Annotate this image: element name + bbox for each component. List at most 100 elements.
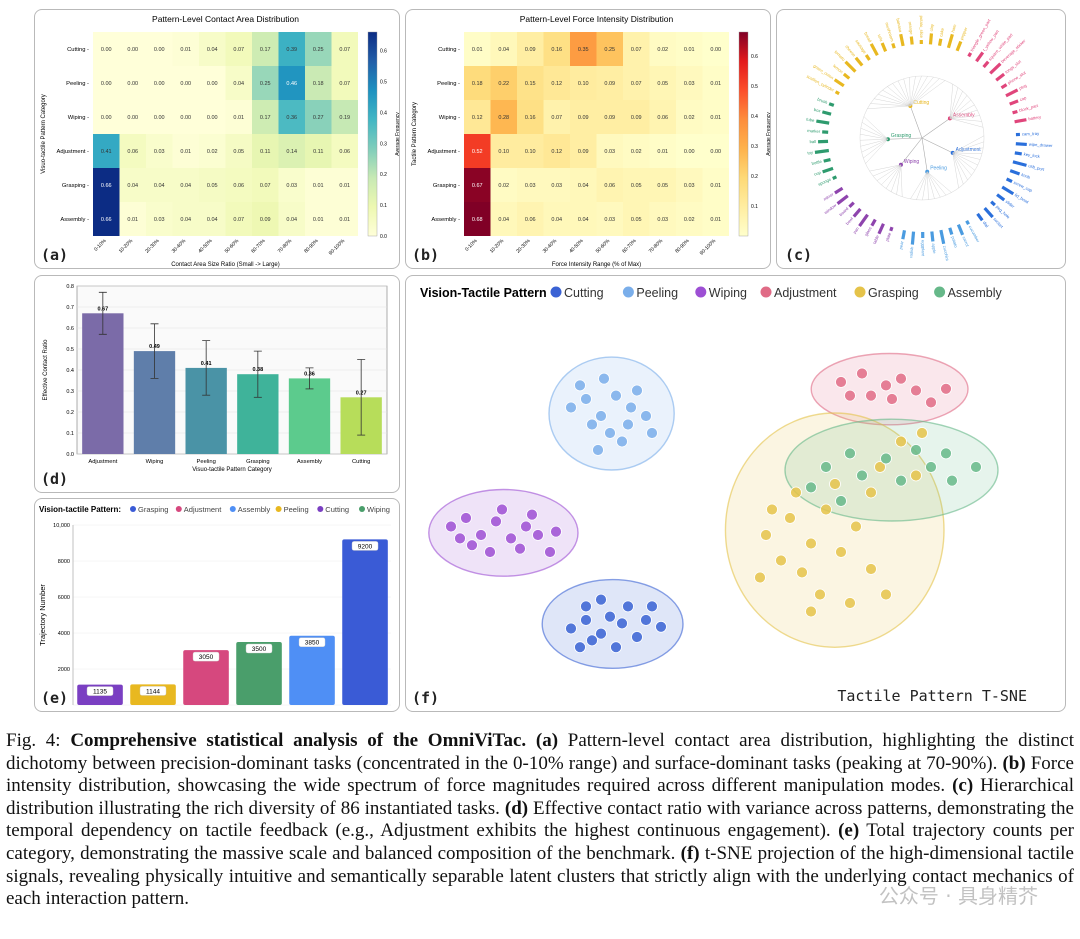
tree-branch bbox=[910, 105, 923, 139]
heatmap-cell bbox=[702, 32, 729, 66]
tree-leaf-bar bbox=[948, 227, 954, 235]
tree-link bbox=[861, 122, 889, 140]
tree-link bbox=[900, 164, 903, 197]
scatter-point-grasping bbox=[754, 571, 766, 584]
heatmap-cell-label: 0.04 bbox=[154, 183, 165, 189]
heatmap-cell bbox=[490, 100, 517, 134]
heatmap-cell bbox=[570, 100, 597, 134]
heatmap-cell-label: 0.25 bbox=[313, 47, 324, 53]
heatmap-cell bbox=[172, 168, 199, 202]
scatter-point-cutting bbox=[616, 617, 628, 630]
tree-leaf-label: box bbox=[813, 107, 822, 114]
panel-label-f: (f) bbox=[410, 689, 442, 707]
tree-leaf-bar bbox=[928, 33, 934, 45]
y-tick-label: 2000 bbox=[58, 667, 70, 673]
tree-link bbox=[952, 152, 964, 185]
heatmap-col-label: 60-70% bbox=[250, 238, 267, 255]
tree-leaf-label: apple bbox=[931, 243, 937, 254]
watermark-logo: 公众号 · 具身精芥 bbox=[878, 884, 1038, 908]
tree-link bbox=[927, 171, 947, 196]
scatter-point-assembly bbox=[946, 474, 958, 487]
heatmap-cell bbox=[517, 202, 544, 236]
caption-label-d: (d) bbox=[504, 797, 529, 819]
heatmap-cell bbox=[623, 168, 650, 202]
heatmap-cell-label: 0.12 bbox=[551, 149, 562, 155]
tree-branch bbox=[921, 118, 951, 139]
tree-leaf-label: banana bbox=[895, 18, 903, 33]
heatmap-cell-label: 0.06 bbox=[657, 115, 668, 121]
heatmap-cell-label: 0.01 bbox=[657, 149, 668, 155]
tree-leaf-bar bbox=[899, 33, 905, 47]
legend-label-adjustment: Adjustment bbox=[774, 286, 837, 300]
tree-link bbox=[891, 164, 902, 192]
tree-link bbox=[909, 77, 911, 106]
heatmap-cell bbox=[543, 134, 570, 168]
legend-label-grasping: Grasping bbox=[868, 286, 919, 300]
heatmap-cell-label: 0.00 bbox=[684, 149, 695, 155]
bar-cutting bbox=[342, 539, 388, 705]
tree-leaf-bar bbox=[1005, 88, 1019, 98]
scatter-point-adjustment bbox=[940, 382, 952, 395]
tree-branch bbox=[887, 137, 923, 140]
scatter-point-peeling bbox=[580, 393, 592, 405]
scatter-point-assembly bbox=[835, 495, 847, 507]
heatmap-col-label: 90-100% bbox=[699, 238, 718, 257]
scatter-point-peeling bbox=[586, 418, 598, 431]
colorbar-tick: 0.5 bbox=[751, 84, 758, 90]
tree-leaf-bar bbox=[836, 194, 849, 205]
bar-value-label: 3500 bbox=[252, 646, 267, 653]
tree-leaf-label: cup bbox=[813, 170, 822, 177]
x-tick-label: Adjustment bbox=[88, 459, 117, 465]
tree-link bbox=[910, 76, 928, 107]
tree-leaf-label: socket bbox=[992, 217, 1004, 230]
tree-leaf-bar bbox=[844, 60, 857, 73]
tree-leaf-label: toy bbox=[807, 150, 814, 156]
heatmap-cell-label: 0.04 bbox=[207, 47, 218, 53]
heatmap-cell bbox=[172, 202, 199, 236]
scatter-point-grasping bbox=[790, 486, 802, 499]
heatmap-cell bbox=[543, 66, 570, 100]
heatmap-cell bbox=[649, 32, 676, 66]
tree-leaf-label: zucchini bbox=[942, 245, 950, 261]
figure-number: Fig. 4: bbox=[6, 730, 61, 751]
scatter-point-grasping bbox=[814, 588, 826, 601]
tree-leaf-bar bbox=[828, 102, 835, 107]
heatmap-cell bbox=[490, 32, 517, 66]
tree-leaf-label: usb_port bbox=[1028, 163, 1046, 172]
tree-link bbox=[865, 139, 889, 164]
heatmap-cell bbox=[172, 100, 199, 134]
tree-link bbox=[860, 128, 888, 140]
tree-leaf-bar bbox=[1000, 83, 1008, 90]
tree-leaf-label: plug bbox=[1018, 83, 1028, 91]
heatmap-cell-label: 0.06 bbox=[127, 149, 138, 155]
heatmap-cell bbox=[199, 168, 226, 202]
tree-leaf-label: ball bbox=[809, 139, 816, 144]
bar-value-label: 9200 bbox=[358, 543, 373, 550]
tree-leaf-bar bbox=[1015, 142, 1027, 147]
cluster-hull-grasping bbox=[724, 412, 945, 648]
tree-link bbox=[922, 171, 928, 201]
heatmap-cell bbox=[225, 134, 252, 168]
heatmap-cell bbox=[278, 168, 305, 202]
tree-leaf-label: bread bbox=[863, 31, 873, 43]
colorbar-label: Average Frequency bbox=[766, 112, 771, 156]
scatter-point-cutting bbox=[631, 631, 643, 643]
heatmap-cell-label: 0.07 bbox=[260, 183, 271, 189]
heatmap-col-label: 60-70% bbox=[621, 238, 638, 255]
legend-label-peeling: Peeling bbox=[636, 286, 678, 300]
tree-leaf-label: lid_bowl bbox=[1014, 192, 1030, 204]
colorbar-tick: 0.3 bbox=[751, 144, 758, 150]
x-tick-label: Wiping bbox=[146, 459, 164, 465]
scatter-point-assembly bbox=[856, 469, 868, 482]
bar-value-label: 3850 bbox=[305, 640, 320, 647]
heatmap-cell-label: 0.03 bbox=[154, 149, 165, 155]
heatmap-cell-label: 0.01 bbox=[710, 115, 721, 121]
heatmap-cell-label: 0.00 bbox=[127, 47, 138, 53]
heatmap-cell bbox=[331, 134, 358, 168]
scatter-point-wiping bbox=[514, 542, 526, 555]
tree-leaf-label: cucumber bbox=[968, 225, 981, 244]
tree-branch bbox=[921, 137, 928, 172]
bar-value-label: 0.27 bbox=[356, 390, 367, 396]
heatmap-cell-label: 0.25 bbox=[260, 81, 271, 87]
heatmap-cell bbox=[676, 134, 703, 168]
